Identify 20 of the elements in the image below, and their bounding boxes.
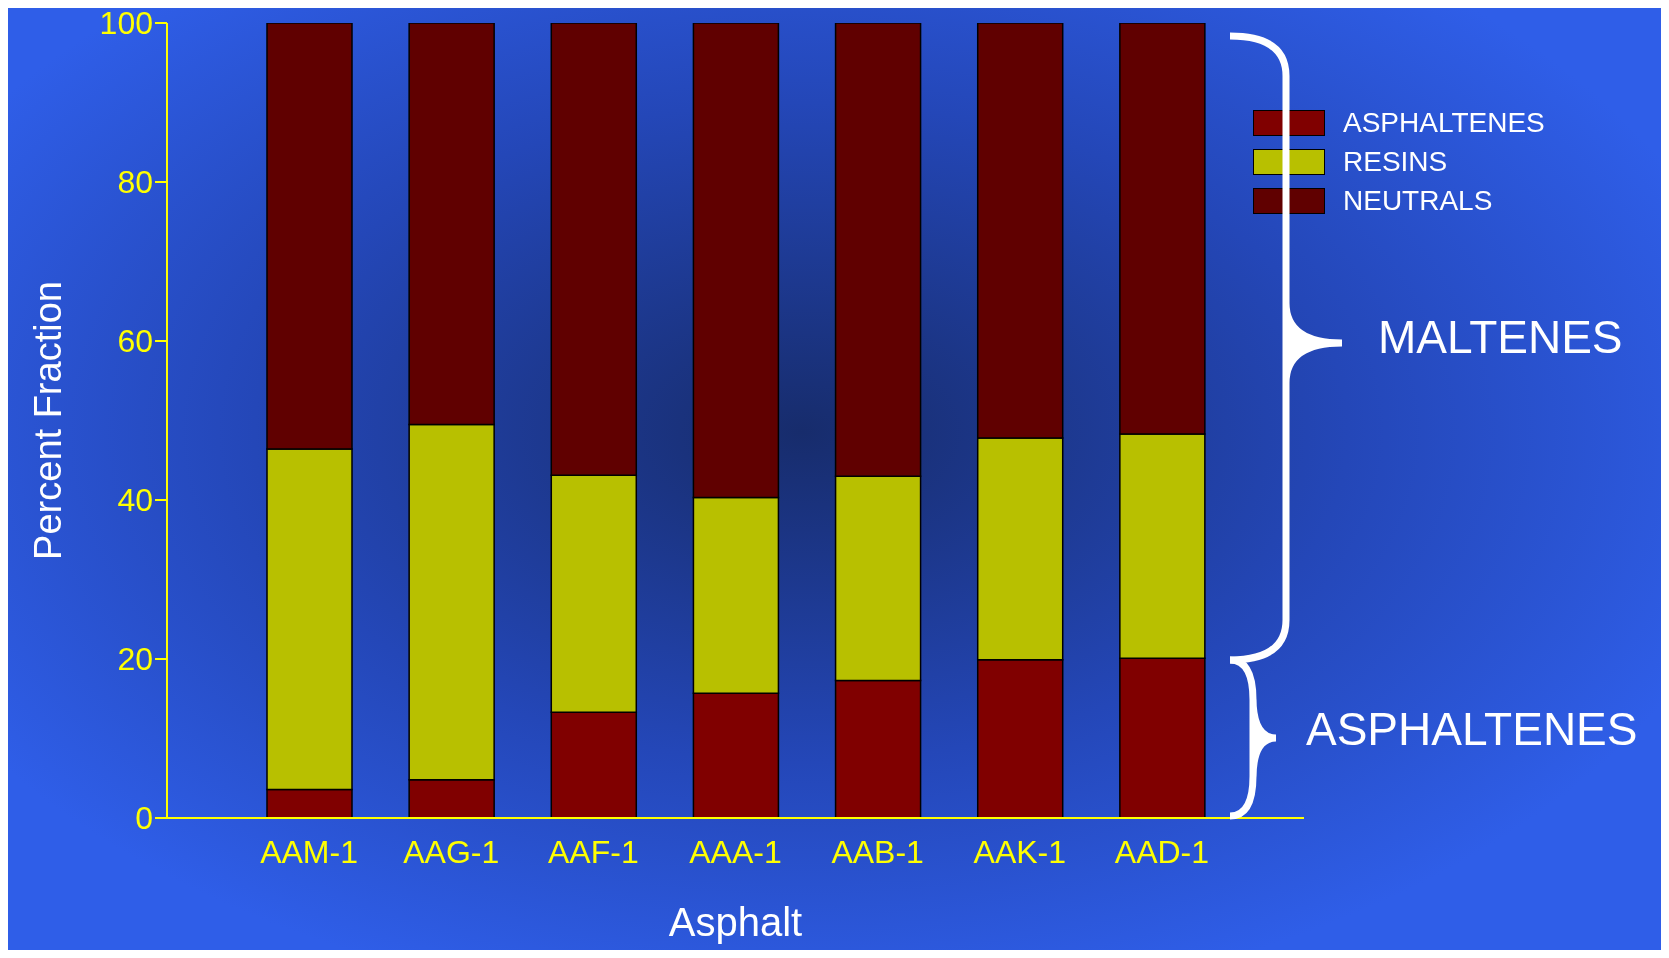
y-axis-title: Percent Fraction <box>27 281 70 560</box>
y-tick-label: 20 <box>117 641 153 678</box>
y-tick-label: 40 <box>117 482 153 519</box>
text: ASPHALTENES <box>1306 703 1638 755</box>
text: MALTENES <box>1378 311 1623 363</box>
legend-label: RESINS <box>1343 145 1448 178</box>
x-tick-label: AAG-1 <box>403 833 500 870</box>
y-tick-label: 0 <box>135 800 153 837</box>
x-tick-label: AAF-1 <box>548 833 639 870</box>
legend-label: NEUTRALS <box>1343 184 1493 217</box>
y-tick-label: 80 <box>117 164 153 201</box>
legend-label: ASPHALTENES <box>1343 106 1545 139</box>
x-tick-label: AAB-1 <box>831 833 924 870</box>
y-tick-label: 60 <box>117 323 153 360</box>
x-tick-label: AAM-1 <box>260 833 358 870</box>
x-tick-label: AAA-1 <box>689 833 782 870</box>
x-tick-label: AAK-1 <box>973 833 1067 870</box>
x-axis-title: Asphalt <box>668 900 803 944</box>
y-tick-label: 100 <box>99 5 153 42</box>
x-tick-label: AAD-1 <box>1114 833 1210 870</box>
